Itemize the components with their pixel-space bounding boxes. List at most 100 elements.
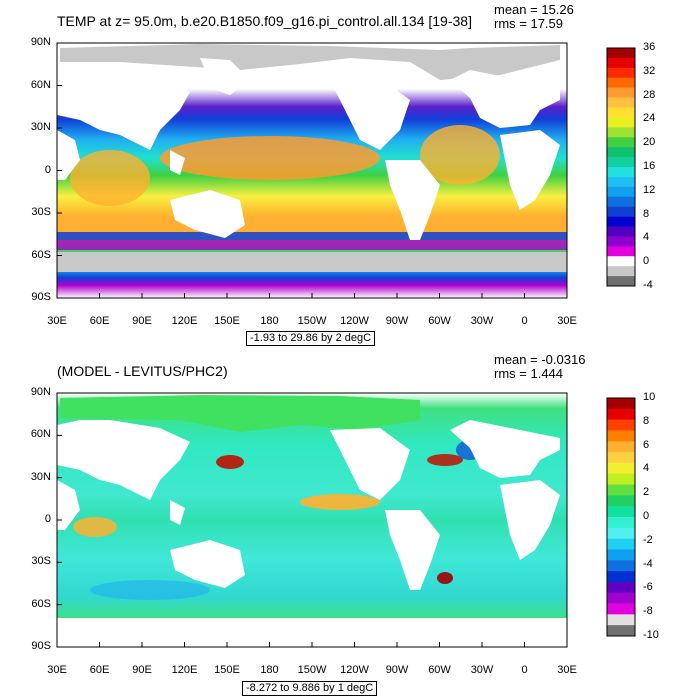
- colorbar-swatch: [607, 571, 635, 583]
- colorbar-swatch: [607, 408, 635, 420]
- colorbar-label: 28: [643, 88, 656, 101]
- colorbar-swatch: [607, 560, 635, 572]
- colorbar-swatch: [607, 549, 635, 561]
- colorbar-swatch: [607, 256, 635, 267]
- x-tick-label: 30E: [47, 315, 67, 327]
- temp-range-label: -1.93 to 29.86 by 2 degC: [246, 331, 376, 346]
- colorbar-swatch: [607, 527, 635, 539]
- x-tick-label: 0: [521, 664, 528, 676]
- colorbar-swatch: [607, 484, 635, 496]
- x-tick-label: 90W: [385, 315, 409, 327]
- colorbar-label: 2: [643, 486, 650, 499]
- y-tick-label: 90S: [31, 291, 51, 303]
- y-tick-label: 30S: [31, 555, 51, 568]
- colorbar-swatch: [607, 157, 635, 168]
- colorbar-swatch: [607, 236, 635, 247]
- x-tick-label: 30E: [557, 315, 577, 327]
- y-tick-label: 90S: [31, 640, 51, 652]
- temp-rms: rms = 17.59: [494, 16, 564, 31]
- temp-mean: mean = 15.26: [494, 2, 574, 17]
- diff-colorbar: [606, 397, 636, 637]
- x-tick-label: 150W: [297, 664, 327, 676]
- colorbar-label: 8: [643, 414, 650, 427]
- colorbar-swatch: [607, 147, 635, 158]
- colorbar-label: 0: [643, 510, 650, 522]
- y-tick-label: 0: [44, 163, 51, 176]
- x-tick-label: 90W: [385, 664, 409, 676]
- x-tick-label: 30W: [470, 664, 494, 676]
- x-tick-label: 0: [521, 315, 528, 327]
- colorbar-swatch: [607, 462, 635, 475]
- y-tick-label: 60S: [31, 597, 51, 610]
- x-tick-label: 120W: [340, 664, 369, 676]
- y-tick-label: 30N: [30, 121, 51, 133]
- colorbar-label: -2: [643, 533, 653, 546]
- colorbar-label: 32: [643, 64, 656, 77]
- colorbar-swatch: [607, 226, 635, 237]
- colorbar-label: 4: [643, 231, 650, 244]
- colorbar-swatch: [607, 592, 635, 604]
- colorbar-label: 12: [643, 183, 656, 196]
- colorbar-label: -10: [643, 629, 659, 641]
- colorbar-swatch: [607, 603, 635, 615]
- colorbar-label: 10: [643, 391, 656, 403]
- colorbar-label: 0: [643, 255, 650, 268]
- colorbar-swatch: [607, 117, 635, 128]
- colorbar-label: 8: [643, 207, 650, 220]
- colorbar-swatch: [607, 473, 635, 485]
- colorbar-swatch: [607, 441, 635, 453]
- colorbar-label: 24: [643, 112, 656, 125]
- colorbar-swatch: [607, 67, 635, 79]
- y-tick-label: 30N: [30, 470, 51, 483]
- colorbar-label: 4: [643, 462, 650, 475]
- colorbar-frame: [606, 397, 636, 637]
- colorbar-swatch: [607, 538, 635, 550]
- diff-title: (MODEL - LEVITUS/PHC2): [57, 363, 228, 379]
- x-tick-label: 30E: [557, 664, 577, 676]
- x-tick-label: 90E: [132, 664, 152, 676]
- y-tick-label: 30S: [31, 206, 51, 218]
- colorbar-swatch: [607, 107, 635, 118]
- colorbar-label: -8: [643, 605, 653, 618]
- colorbar-swatch: [607, 167, 635, 178]
- y-tick-label: 60N: [30, 428, 51, 441]
- x-tick-label: 90E: [132, 315, 152, 327]
- colorbar-swatch: [607, 506, 635, 518]
- y-tick-label: 0: [44, 513, 51, 525]
- x-tick-label: 150E: [214, 664, 240, 676]
- colorbar-swatch: [607, 495, 635, 507]
- diff-range-label: -8.272 to 9.886 by 1 degC: [242, 681, 378, 696]
- colorbar-swatch: [607, 398, 635, 410]
- x-tick-label: 60W: [428, 664, 451, 676]
- colorbar-swatch: [607, 452, 635, 464]
- colorbar-label: 20: [643, 136, 656, 149]
- temp-colorbar: [606, 47, 636, 287]
- colorbar-swatch: [607, 97, 635, 108]
- x-tick-label: 120W: [340, 315, 369, 327]
- colorbar-swatch: [607, 419, 635, 431]
- x-tick-label: 120E: [171, 315, 198, 327]
- x-tick-label: 60W: [428, 315, 451, 327]
- colorbar-swatch: [607, 430, 635, 442]
- diff-mean: mean = -0.0316: [494, 352, 586, 367]
- colorbar-swatch: [607, 625, 635, 637]
- colorbar-swatch: [607, 87, 635, 98]
- colorbar-swatch: [607, 276, 635, 287]
- x-tick-label: 120E: [171, 664, 198, 676]
- colorbar-swatch: [607, 206, 635, 217]
- colorbar-swatch: [607, 246, 635, 257]
- x-tick-label: 150E: [214, 315, 240, 327]
- colorbar-label: -6: [643, 581, 653, 594]
- colorbar-swatch: [607, 176, 635, 188]
- colorbar-swatch: [607, 137, 635, 148]
- x-tick-label: 60E: [89, 315, 110, 327]
- colorbar-label: 16: [643, 160, 656, 172]
- y-tick-label: 60N: [30, 78, 51, 91]
- x-tick-label: 30E: [47, 664, 67, 676]
- x-tick-label: 180: [260, 664, 279, 676]
- diff-map: [57, 393, 567, 647]
- colorbar-swatch: [607, 196, 635, 207]
- x-tick-label: 30W: [470, 315, 494, 327]
